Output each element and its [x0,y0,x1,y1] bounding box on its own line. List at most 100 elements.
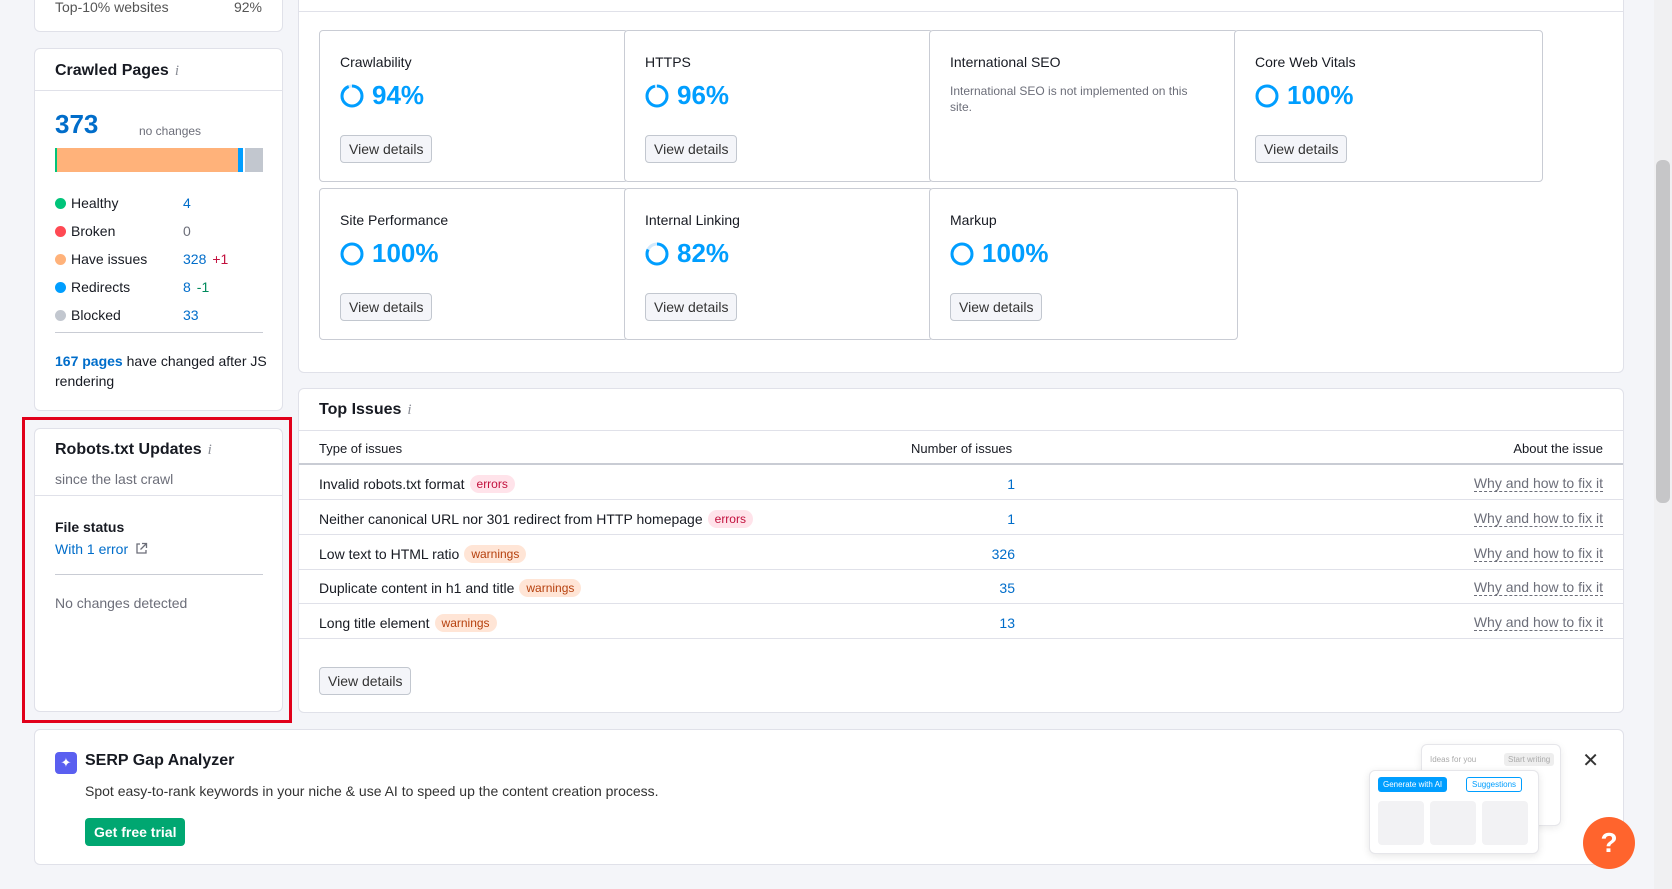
why-how-fix-link[interactable]: Why and how to fix it [1473,475,1603,492]
crawled-distribution-bar [55,148,264,172]
legend-count[interactable]: 33 [183,307,199,323]
why-how-fix-link[interactable]: Why and how to fix it [1473,544,1603,562]
issue-count[interactable]: 1 [1007,510,1015,527]
highlight-box [22,417,292,723]
tile-international-seo: International SEO International SEO is no… [929,30,1238,182]
view-details-button[interactable]: View details [340,135,433,163]
tile-markup: Markup 100% View details [929,188,1238,340]
robots-title: Robots.txt Updates i [55,441,212,458]
preview-front-card: Generate with AI Suggestions [1369,770,1539,854]
issue-row: Neither canonical URL nor 301 redirect f… [299,500,1623,535]
score-ring-icon [340,84,364,107]
serp-gap-title: SERP Gap Analyzer [85,752,235,769]
scrollbar-thumb[interactable] [1656,160,1670,503]
legend-count: 0 [183,223,191,239]
score-ring-icon [950,242,974,265]
issue-count[interactable]: 35 [999,580,1015,597]
close-icon[interactable]: ✕ [1582,750,1599,772]
issue-name[interactable]: Long title element warnings [319,614,497,633]
legend-item[interactable]: Have issues 328 +1 [55,245,255,273]
tile-score[interactable]: 96% [645,80,729,111]
issue-row: Invalid robots.txt format errors 1 Why and … [299,465,1623,500]
serp-gap-banner: ✦ SERP Gap Analyzer Spot easy-to-rank ke… [34,729,1624,865]
issue-tag: errors [707,509,753,528]
robots-updates-card: Robots.txt Updates i since the last crawl… [34,428,283,712]
issue-tag: warnings [519,579,582,598]
issue-count[interactable]: 1 [1007,476,1015,492]
get-free-trial-button[interactable]: Get free trial [85,818,186,846]
js-changed-note: 167 pages have changed after JS renderin… [55,353,267,389]
tile-score[interactable]: 94% [340,80,424,111]
bar-segment [242,148,245,172]
issues-view-details-button[interactable]: View details [319,667,412,695]
crawled-total[interactable]: 373 [55,109,99,139]
issue-count[interactable]: 326 [991,545,1015,562]
divider [299,11,1623,12]
why-how-fix-link[interactable]: Why and how to fix it [1473,579,1603,597]
tile-score[interactable]: 82% [645,238,729,269]
tile-name: Core Web Vitals [1255,54,1356,70]
issue-row: Low text to HTML ratio warnings 326 Why and… [299,535,1623,570]
bar-segment [55,148,58,172]
help-button[interactable]: ? [1583,817,1635,869]
tile-name: International SEO [950,54,1061,70]
view-details-button[interactable]: View details [645,293,738,321]
tile-score[interactable]: 100% [950,238,1049,269]
tile-name: Markup [950,212,997,228]
legend-label: Healthy [71,195,119,211]
issue-name[interactable]: Low text to HTML ratio warnings [319,544,527,563]
legend-item[interactable]: Redirects 8 -1 [55,273,255,301]
col-type: Type of issues [319,441,403,456]
top-websites-card: Top-10% websites 92% [34,0,283,32]
preview-ideas-label: Ideas for you [1430,755,1477,764]
info-icon[interactable]: i [407,402,412,418]
top-issues-title: Top Issues i [319,401,412,418]
legend-count[interactable]: 328 [183,251,207,267]
serp-gap-logo-icon: ✦ [55,752,77,774]
tile-score[interactable]: 100% [340,238,439,269]
view-details-button[interactable]: View details [340,293,433,321]
crawled-legend: Healthy 4 Broken 0 Have issues 328 +1 Redirects… [55,189,255,329]
issue-row: Long title element warnings 13 Why and how … [299,604,1623,640]
issue-name[interactable]: Invalid robots.txt format errors [319,475,515,493]
info-icon[interactable]: i [174,63,179,79]
bar-segment [57,148,239,172]
tile-site-performance: Site Performance 100% View details [319,188,628,340]
divider [55,332,263,333]
legend-item[interactable]: Broken 0 [55,217,255,245]
legend-dot [55,225,66,237]
top-issues-card: Top Issues i Type of issues Number of iss… [298,388,1624,713]
legend-count[interactable]: 8 [183,279,191,295]
view-details-button[interactable]: View details [1255,135,1348,163]
preview-placeholder [1482,801,1528,845]
info-icon[interactable]: i [207,442,212,458]
legend-item[interactable]: Healthy 4 [55,189,255,217]
view-details-button[interactable]: View details [645,135,738,163]
tile-score[interactable]: 100% [1255,80,1354,111]
legend-dot [55,309,66,321]
col-number: Number of issues [911,441,1013,456]
legend-count[interactable]: 4 [183,195,191,211]
score-ring-icon [340,242,364,265]
scrollbar[interactable] [1654,0,1672,889]
issue-name[interactable]: Duplicate content in h1 and title warning… [319,579,582,598]
crawled-pages-title: Crawled Pages i [35,49,282,91]
tile-name: HTTPS [645,54,691,70]
issue-tag: warnings [434,614,497,633]
external-link-icon [136,542,148,554]
issue-tag: warnings [464,544,527,563]
issue-count[interactable]: 13 [999,615,1015,632]
js-changed-link[interactable]: 167 pages [55,353,123,369]
top-websites-label: Top-10% websites [55,0,169,15]
preview-start-label: Start writing [1504,753,1555,766]
view-details-button[interactable]: View details [950,293,1043,321]
tile-name: Site Performance [340,212,449,228]
why-how-fix-link[interactable]: Why and how to fix it [1473,509,1603,527]
top-websites-value: 92% [233,0,262,15]
file-status-link[interactable]: With 1 error [55,541,148,557]
preview-placeholder [1378,801,1424,845]
issue-name[interactable]: Neither canonical URL nor 301 redirect f… [319,509,753,528]
legend-item[interactable]: Blocked 33 [55,301,255,329]
robots-since: since the last crawl [55,471,174,487]
why-how-fix-link[interactable]: Why and how to fix it [1473,614,1603,632]
